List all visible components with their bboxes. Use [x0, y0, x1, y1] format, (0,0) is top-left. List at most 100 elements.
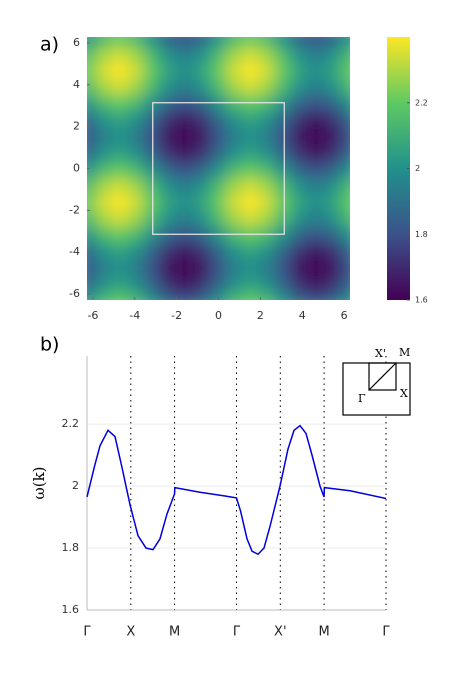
- heat-cell: [159, 208, 179, 228]
- heat-cell: [110, 77, 130, 96]
- heat-cell: [192, 37, 212, 47]
- heat-cell: [307, 225, 327, 244]
- heat-cell: [143, 37, 162, 47]
- heat-cell: [291, 225, 310, 244]
- heat-cell: [307, 109, 327, 129]
- heat-cell: [291, 60, 310, 80]
- heat-cell: [258, 208, 278, 228]
- heat-cell: [94, 142, 113, 162]
- heat-cell: [94, 257, 113, 277]
- heat-cell: [242, 126, 261, 145]
- heat-cell: [225, 192, 245, 211]
- heat-cell: [340, 192, 350, 211]
- heat-cell: [209, 192, 228, 211]
- heat-cell: [159, 257, 179, 277]
- inset-diagram: X' M X Γ: [342, 346, 411, 416]
- heat-cell: [176, 175, 195, 195]
- heat-cell: [291, 126, 310, 145]
- heat-cell: [242, 109, 261, 129]
- heat-cell: [209, 77, 228, 96]
- heat-cell: [87, 126, 97, 145]
- heat-cell: [110, 44, 130, 63]
- heat-cell: [209, 208, 228, 228]
- heat-cell: [176, 257, 195, 277]
- y-tick-label: 2: [72, 479, 79, 492]
- heat-cell: [192, 142, 212, 162]
- inset-label: M: [399, 346, 410, 359]
- heat-cell: [159, 274, 179, 293]
- heat-cell: [209, 290, 228, 300]
- heat-cell: [307, 257, 327, 277]
- highlight-box: [152, 102, 285, 235]
- heat-cell: [192, 44, 212, 63]
- heat-cell: [176, 126, 195, 145]
- heat-cell: [242, 44, 261, 63]
- heat-cell: [110, 109, 130, 129]
- y-tick-label: -2: [69, 203, 80, 216]
- heat-cell: [87, 225, 97, 244]
- heat-cell: [159, 159, 179, 178]
- heat-cell: [127, 175, 146, 195]
- y-tick-label: 4: [73, 78, 80, 91]
- heat-cell: [209, 60, 228, 80]
- heat-cell: [176, 290, 195, 300]
- heat-cell: [258, 274, 278, 293]
- heat-cell: [143, 274, 162, 293]
- heat-cell: [127, 142, 146, 162]
- heat-cell: [258, 60, 278, 80]
- heat-cell: [192, 77, 212, 96]
- heat-cell: [324, 225, 343, 244]
- heat-cell: [242, 192, 261, 211]
- heat-cell: [275, 274, 294, 293]
- heat-cell: [307, 290, 327, 300]
- inset-zone: [368, 362, 397, 391]
- x-tick-label: -2: [171, 309, 182, 322]
- heat-cell: [225, 175, 245, 195]
- heat-cell: [225, 208, 245, 228]
- heat-cell: [291, 192, 310, 211]
- heat-cell: [340, 208, 350, 228]
- heat-cell: [127, 208, 146, 228]
- x-tick-label: X: [126, 625, 135, 640]
- heat-cell: [209, 159, 228, 178]
- heat-cell: [324, 290, 343, 300]
- heat-cell: [340, 142, 350, 162]
- heat-cell: [192, 175, 212, 195]
- heat-cell: [324, 192, 343, 211]
- heat-cell: [225, 77, 245, 96]
- dispersion-line: [86, 424, 387, 556]
- heat-cell: [176, 44, 195, 63]
- heat-cell: [87, 290, 97, 300]
- heat-cell: [258, 109, 278, 129]
- x-tick-label: 6: [341, 309, 348, 322]
- x-tick-label: -4: [129, 309, 140, 322]
- heat-cell: [275, 290, 294, 300]
- heat-cell: [159, 142, 179, 162]
- heat-cell: [225, 274, 245, 293]
- heat-cell: [340, 290, 350, 300]
- heat-cell: [176, 192, 195, 211]
- heat-cell: [291, 241, 310, 260]
- heat-cell: [324, 274, 343, 293]
- heat-cell: [209, 44, 228, 63]
- heat-cell: [94, 37, 113, 47]
- heat-cell: [192, 274, 212, 293]
- heat-cell: [324, 208, 343, 228]
- heat-cell: [94, 77, 113, 96]
- heat-cell: [242, 241, 261, 260]
- y-tick-label: 6: [73, 36, 80, 49]
- heat-cell: [225, 60, 245, 80]
- heat-cell: [110, 290, 130, 300]
- heat-cell: [242, 274, 261, 293]
- heat-cell: [110, 93, 130, 112]
- heat-cell: [209, 257, 228, 277]
- heat-cell: [307, 37, 327, 47]
- heat-cell: [143, 290, 162, 300]
- heat-cell: [176, 159, 195, 178]
- heat-cell: [176, 241, 195, 260]
- heat-cell: [143, 257, 162, 277]
- heat-cell: [307, 142, 327, 162]
- heat-cell: [225, 109, 245, 129]
- heat-cell: [94, 93, 113, 112]
- heat-cell: [307, 93, 327, 112]
